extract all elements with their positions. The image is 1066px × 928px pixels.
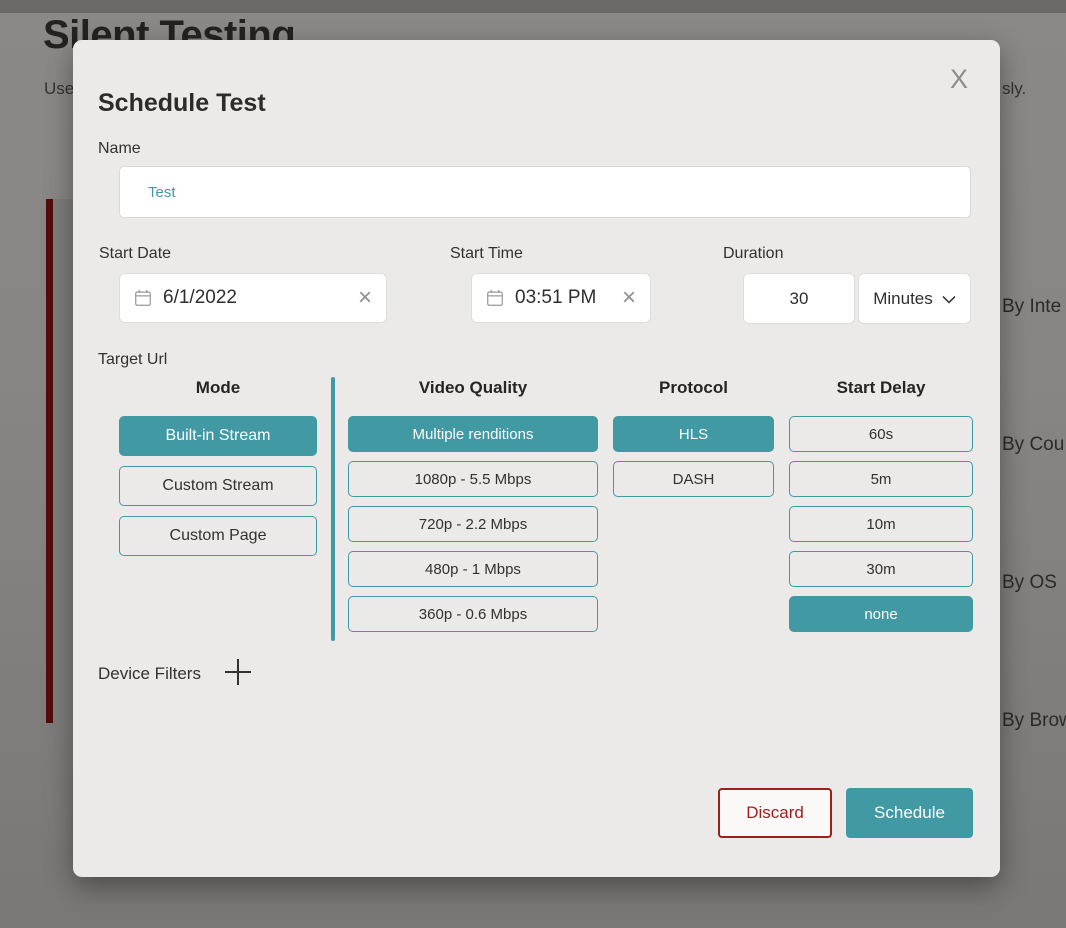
start-date-value: 6/1/2022 xyxy=(163,287,237,308)
protocol-option-hls[interactable]: HLS xyxy=(613,416,774,452)
mode-column: Mode Built-in Stream Custom Stream Custo… xyxy=(119,376,317,566)
video-quality-column: Video Quality Multiple renditions 1080p … xyxy=(348,376,598,641)
duration-label: Duration xyxy=(723,245,784,262)
delay-option-30m[interactable]: 30m xyxy=(789,551,973,587)
background-paragraph-fragment-left: Use xyxy=(44,79,75,98)
delay-option-60s[interactable]: 60s xyxy=(789,416,973,452)
quality-option-multiple-renditions[interactable]: Multiple renditions xyxy=(348,416,598,452)
schedule-button[interactable]: Schedule xyxy=(846,788,973,838)
duration-unit-value: Minutes xyxy=(873,288,933,308)
schedule-test-dialog: Schedule Test X Name Start Date Start Ti… xyxy=(73,40,1000,877)
protocol-option-dash[interactable]: DASH xyxy=(613,461,774,497)
duration-value-input[interactable] xyxy=(743,273,855,324)
calendar-icon xyxy=(134,289,152,307)
quality-option-1080p[interactable]: 1080p - 5.5 Mbps xyxy=(348,461,598,497)
mode-option-built-in-stream[interactable]: Built-in Stream xyxy=(119,416,317,456)
column-divider xyxy=(331,377,335,641)
calendar-icon xyxy=(486,289,504,307)
start-delay-column: Start Delay 60s 5m 10m 30m none xyxy=(789,376,973,641)
start-delay-header: Start Delay xyxy=(836,378,926,397)
delay-option-5m[interactable]: 5m xyxy=(789,461,973,497)
discard-button[interactable]: Discard xyxy=(718,788,832,838)
target-url-label: Target Url xyxy=(98,351,168,368)
clear-date-icon[interactable]: × xyxy=(357,284,372,311)
delay-option-none[interactable]: none xyxy=(789,596,973,632)
plus-icon xyxy=(222,656,254,691)
clear-time-icon[interactable]: × xyxy=(621,284,636,311)
start-time-label: Start Time xyxy=(450,245,523,262)
start-time-field[interactable]: 03:51 PM × xyxy=(471,273,651,323)
delay-option-10m[interactable]: 10m xyxy=(789,506,973,542)
name-input[interactable] xyxy=(119,166,971,218)
background-side-label-by-browser: By Brow xyxy=(1002,710,1066,731)
quality-option-360p[interactable]: 360p - 0.6 Mbps xyxy=(348,596,598,632)
background-side-label-by-os: By OS xyxy=(1002,572,1057,593)
mode-option-custom-stream[interactable]: Custom Stream xyxy=(119,466,317,506)
mode-option-custom-page[interactable]: Custom Page xyxy=(119,516,317,556)
close-icon[interactable]: X xyxy=(936,56,982,102)
protocol-column: Protocol HLS DASH xyxy=(613,376,774,506)
protocol-header: Protocol xyxy=(659,378,728,397)
target-url-options: Mode Built-in Stream Custom Stream Custo… xyxy=(73,376,1000,676)
start-date-field[interactable]: 6/1/2022 × xyxy=(119,273,387,323)
add-device-filter-button[interactable] xyxy=(215,650,261,696)
dialog-title: Schedule Test xyxy=(98,89,266,117)
name-label: Name xyxy=(98,140,141,157)
quality-option-720p[interactable]: 720p - 2.2 Mbps xyxy=(348,506,598,542)
background-card-accent-border xyxy=(46,199,73,723)
duration-unit-select[interactable]: Minutes xyxy=(858,273,971,324)
background-top-bar xyxy=(0,0,1066,13)
quality-option-480p[interactable]: 480p - 1 Mbps xyxy=(348,551,598,587)
chevron-down-icon xyxy=(942,289,956,309)
device-filters-label: Device Filters xyxy=(98,664,201,683)
background-side-label-by-country: By Cou xyxy=(1002,434,1065,455)
mode-header: Mode xyxy=(195,378,241,397)
start-time-value: 03:51 PM xyxy=(515,287,597,308)
background-paragraph-fragment-right: sly. xyxy=(1002,79,1027,98)
background-side-label-by-integration: By Inte xyxy=(1002,296,1062,317)
video-quality-header: Video Quality xyxy=(418,378,528,397)
start-date-label: Start Date xyxy=(99,245,172,262)
